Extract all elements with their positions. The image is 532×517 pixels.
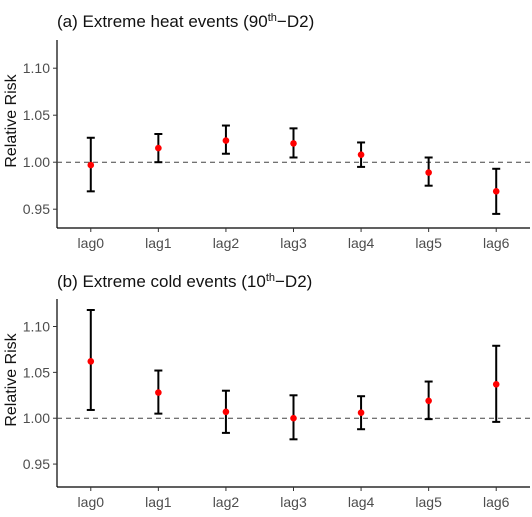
point-estimate — [425, 169, 432, 176]
point-estimate — [290, 140, 297, 147]
point-estimate — [492, 188, 500, 195]
x-tick-label: lag3 — [280, 235, 307, 251]
panel-cold: (b) Extreme cold events (10th−D2) Relati… — [3, 272, 530, 510]
point-estimate — [155, 144, 162, 152]
point-estimate — [492, 380, 500, 388]
x-tick-label: lag2 — [213, 235, 240, 251]
y-tick-label: 1.05 — [23, 364, 50, 380]
y-tick-label: 1.00 — [23, 154, 50, 170]
x-tick-label: lag6 — [483, 235, 510, 251]
y-axis-label: Relative Risk — [3, 332, 20, 426]
panel-heat: (a) Extreme heat events (90th−D2) Relati… — [3, 12, 530, 251]
x-tick-label: lag1 — [145, 235, 172, 251]
y-tick-label: 1.10 — [23, 60, 50, 76]
x-tick-label: lag0 — [78, 235, 105, 251]
y-tick-label: 0.95 — [23, 456, 50, 472]
y-tick-label: 1.05 — [23, 107, 50, 123]
point-estimate — [425, 397, 432, 405]
point-estimate — [357, 409, 365, 417]
x-tick-label: lag6 — [483, 494, 510, 510]
y-tick-label: 0.95 — [23, 201, 50, 217]
point-estimate — [357, 151, 365, 158]
point-estimate — [87, 161, 95, 169]
y-tick-label: 1.00 — [23, 410, 50, 426]
y-tick-label: 1.10 — [23, 319, 50, 335]
x-tick-label: lag4 — [348, 494, 375, 510]
y-axis-label: Relative Risk — [3, 73, 20, 167]
point-estimate — [87, 358, 95, 365]
panel-title: (a) Extreme heat events (90th−D2) — [57, 12, 314, 31]
x-tick-label: lag5 — [415, 235, 442, 251]
point-estimate — [155, 389, 162, 396]
x-tick-label: lag0 — [78, 494, 105, 510]
x-tick-label: lag5 — [415, 494, 442, 510]
panel-title: (b) Extreme cold events (10th−D2) — [57, 272, 312, 291]
point-estimate — [222, 408, 230, 416]
x-tick-label: lag1 — [145, 494, 172, 510]
plot-area: 0.95 1.00 1.05 1.10 lag0 lag1 lag2 lag3 lag4 lag5… — [23, 40, 530, 251]
x-tick-label: lag4 — [348, 235, 375, 251]
point-estimate — [290, 414, 297, 422]
x-tick-label: lag2 — [213, 494, 240, 510]
plot-area: 0.95 1.00 1.05 1.10 lag0 lag1 lag2 lag3 lag4 lag5… — [23, 299, 530, 510]
point-estimate — [222, 137, 230, 144]
x-tick-label: lag3 — [280, 494, 307, 510]
